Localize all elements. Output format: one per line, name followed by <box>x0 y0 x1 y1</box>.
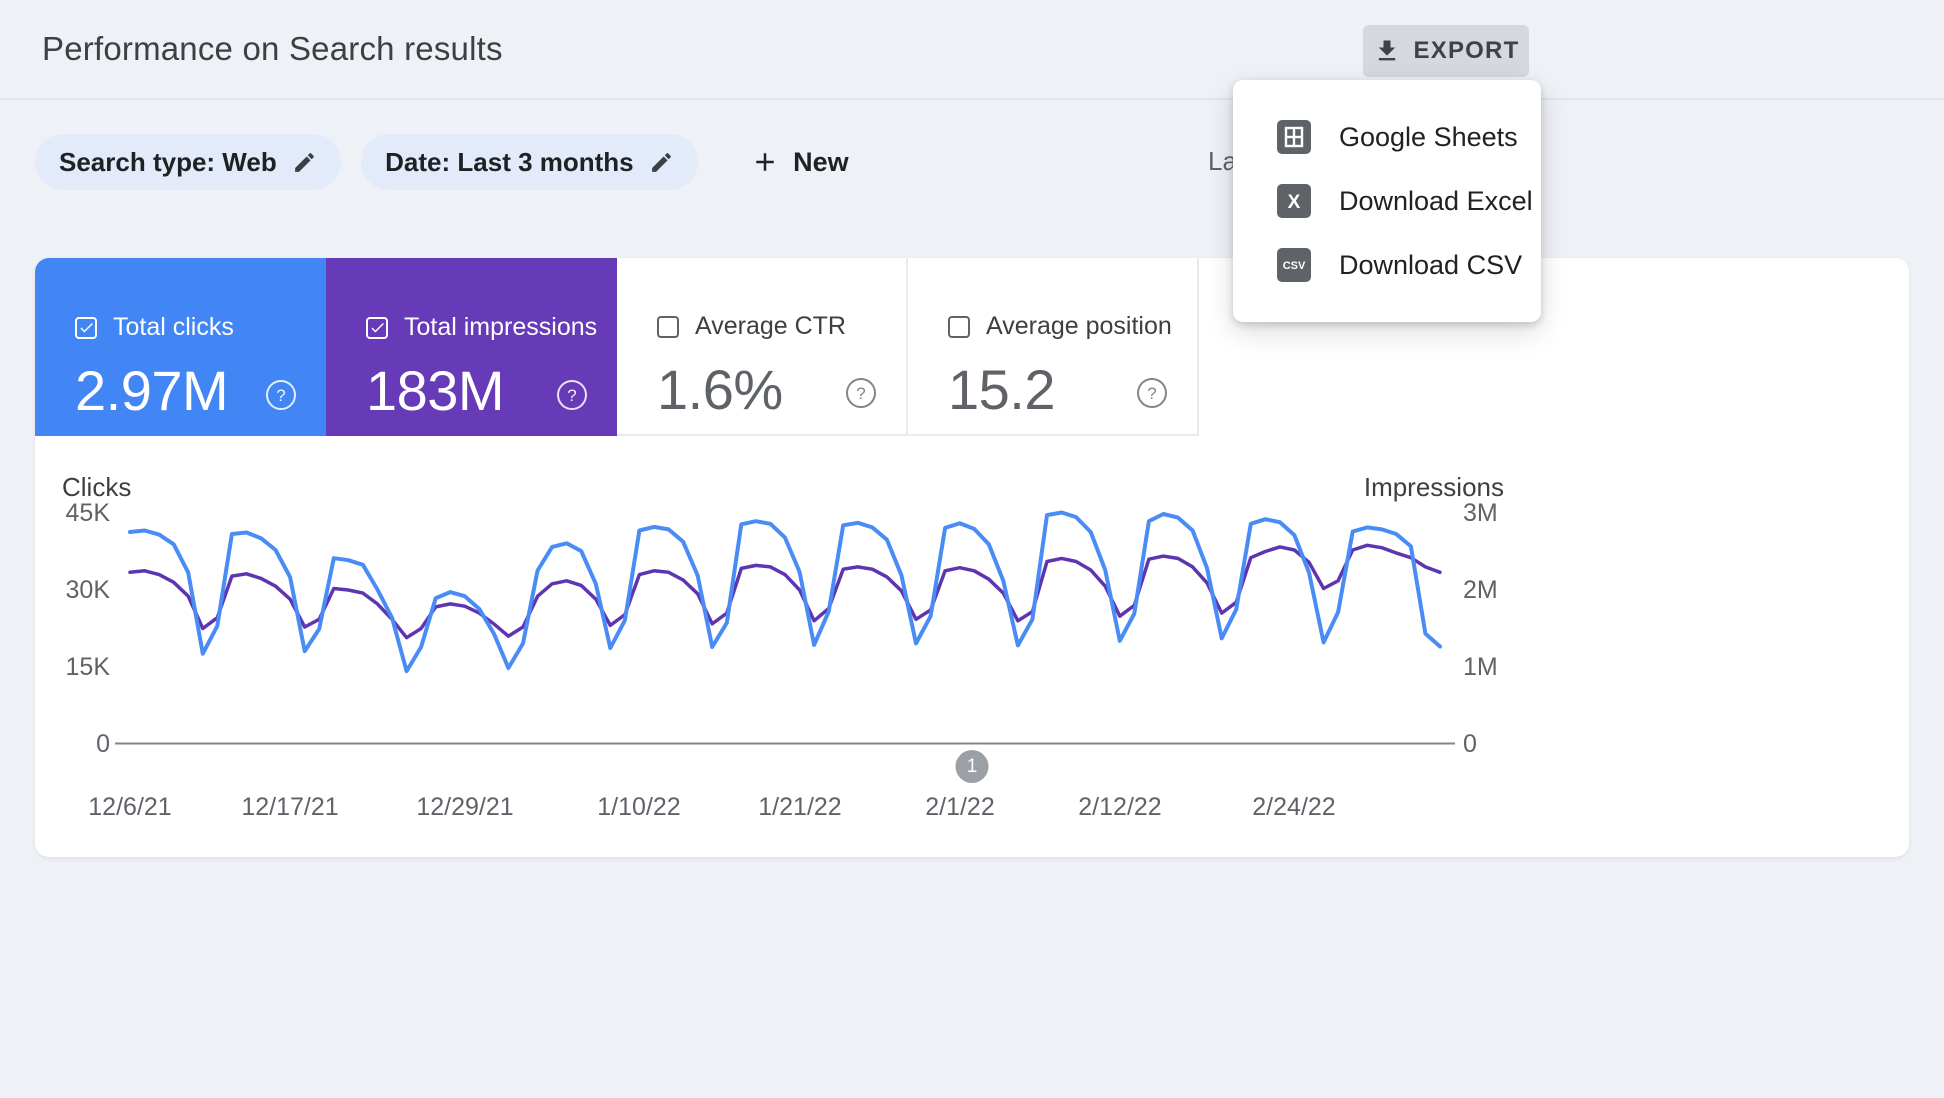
metric-value: 1.6% <box>657 358 783 421</box>
last-updated-text: La <box>1208 146 1237 176</box>
edit-icon <box>651 152 671 172</box>
clicks-line <box>128 510 1442 674</box>
metric-value: 183M <box>366 359 505 422</box>
checkbox-icon <box>948 315 970 338</box>
header: Performance on Search results EXPORT <box>0 0 1944 100</box>
export-button-label: EXPORT <box>1413 37 1520 64</box>
x-axis-tick: 12/17/21 <box>241 793 339 821</box>
excel-icon: X <box>1277 184 1311 218</box>
chart-pagination-dot[interactable]: 1 <box>955 750 989 783</box>
csv-icon: CSV <box>1277 248 1311 282</box>
x-axis-tick: 12/29/21 <box>416 793 514 821</box>
right-axis-title: Impressions <box>1363 472 1504 502</box>
help-icon[interactable]: ? <box>557 380 587 410</box>
y-axis-tick: 2M <box>1463 576 1498 604</box>
help-icon[interactable]: ? <box>846 378 876 408</box>
y-axis-tick: 0 <box>1463 730 1477 758</box>
svg-text:CSV: CSV <box>1283 260 1306 272</box>
search-type-chip-label: Search type: Web <box>59 146 277 177</box>
y-axis-tick: 15K <box>65 653 110 681</box>
x-axis-tick: 2/12/22 <box>1078 793 1162 821</box>
sheets-icon <box>1277 120 1311 154</box>
metric-card-total-clicks[interactable]: Total clicks 2.97M ? <box>35 258 326 436</box>
chart-plot <box>115 510 1455 745</box>
x-axis-tick: 2/1/22 <box>925 793 995 821</box>
check-icon <box>370 322 384 333</box>
metric-label: Total clicks <box>113 313 234 341</box>
help-icon[interactable]: ? <box>266 380 296 410</box>
metric-label: Average CTR <box>695 312 846 340</box>
performance-chart: Clicks Impressions 45K 30K 15K 0 3M 2M 1M 0 12… <box>35 436 1909 857</box>
checkbox-icon <box>657 315 679 338</box>
menu-item-download-excel[interactable]: X Download Excel <box>1233 169 1541 233</box>
plus-icon <box>756 153 774 171</box>
y-axis-tick: 3M <box>1463 499 1498 527</box>
right-axis-ticks: 3M 2M 1M 0 <box>1463 436 1593 776</box>
metric-card-average-ctr[interactable]: Average CTR 1.6% ? <box>617 258 908 436</box>
download-icon <box>1378 40 1395 61</box>
page-title: Performance on Search results <box>42 30 503 67</box>
export-menu: Google Sheets X Download Excel CSV Downl… <box>1233 80 1541 322</box>
menu-item-label: Download Excel <box>1339 185 1533 216</box>
impressions-line <box>128 543 1442 640</box>
date-filter-chip-label: Date: Last 3 months <box>385 146 634 177</box>
x-axis-labels: 12/6/21 12/17/21 12/29/21 1/10/22 1/21/22 2/1… <box>88 793 1455 823</box>
y-axis-tick: 1M <box>1463 653 1498 681</box>
y-axis-tick: 0 <box>96 730 110 758</box>
left-axis-title: Clicks <box>62 472 132 502</box>
metric-card-total-impressions[interactable]: Total impressions 183M ? <box>326 258 617 436</box>
y-axis-tick: 45K <box>65 499 110 527</box>
menu-item-download-csv[interactable]: CSV Download CSV <box>1233 233 1541 297</box>
date-filter-chip[interactable]: Date: Last 3 months <box>361 134 698 190</box>
metric-value: 2.97M <box>75 359 229 422</box>
metric-label: Total impressions <box>404 313 598 341</box>
y-axis-tick: 30K <box>65 576 110 604</box>
x-axis-tick: 1/10/22 <box>597 793 681 821</box>
menu-item-label: Google Sheets <box>1339 121 1518 152</box>
menu-item-google-sheets[interactable]: Google Sheets <box>1233 105 1541 169</box>
report-card: Total clicks 2.97M ? Total impressions 1… <box>35 258 1909 857</box>
help-icon[interactable]: ? <box>1137 378 1167 408</box>
checkbox-icon <box>75 316 97 339</box>
svg-text:X: X <box>1288 192 1301 213</box>
left-axis-ticks: 45K 30K 15K 0 <box>35 436 110 776</box>
filter-bar: Search type: Web Date: Last 3 months New… <box>35 134 1909 190</box>
edit-icon <box>294 152 314 172</box>
new-filter-button[interactable]: New <box>744 134 855 190</box>
metric-value: 15.2 <box>948 358 1056 421</box>
new-filter-label: New <box>793 146 849 177</box>
menu-item-label: Download CSV <box>1339 249 1523 280</box>
chart-page-number: 1 <box>966 755 978 777</box>
x-axis-tick: 2/24/22 <box>1252 793 1336 821</box>
check-icon <box>79 322 93 333</box>
metric-label: Average position <box>986 312 1172 340</box>
export-button[interactable]: EXPORT <box>1363 25 1529 77</box>
metric-card-average-position[interactable]: Average position 15.2 ? <box>908 258 1199 436</box>
x-axis-tick: 12/6/21 <box>88 793 172 821</box>
search-type-chip[interactable]: Search type: Web <box>35 134 341 190</box>
metrics-row: Total clicks 2.97M ? Total impressions 1… <box>35 258 1909 436</box>
x-axis-tick: 1/21/22 <box>758 793 842 821</box>
checkbox-icon <box>366 316 388 339</box>
